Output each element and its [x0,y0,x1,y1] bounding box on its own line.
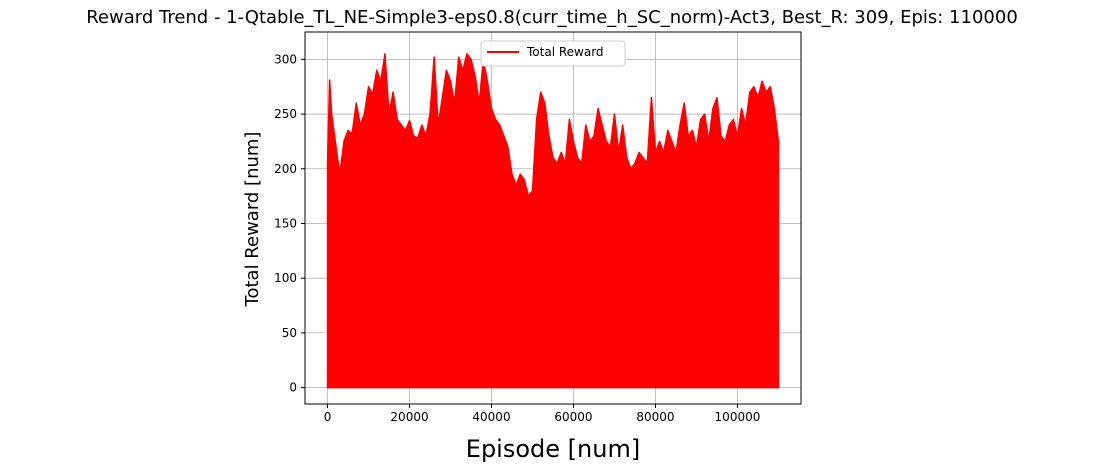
x-tick-label: 20000 [390,410,428,424]
y-tick-label: 300 [274,52,297,66]
x-tick-label: 80000 [636,410,674,424]
y-tick-label: 100 [274,271,297,285]
legend: Total Reward [480,40,626,67]
y-axis-label: Total Reward [num] [242,132,263,308]
legend-label: Total Reward [526,45,604,59]
series-total-reward [326,53,780,389]
x-axis-ticks: 0 20000 40000 60000 80000 100000 [324,404,761,424]
y-tick-label: 200 [274,162,297,176]
y-tick-label: 0 [289,381,297,395]
x-tick-label: 40000 [472,410,510,424]
y-tick-label: 50 [282,326,297,340]
y-tick-label: 250 [274,107,297,121]
y-tick-label: 150 [274,216,297,230]
x-tick-label: 60000 [554,410,592,424]
chart-title: Reward Trend - 1-Qtable_TL_NE-Simple3-ep… [86,7,1018,28]
x-axis-label: Episode [num] [466,435,640,463]
legend-box [480,40,626,67]
x-tick-label: 0 [324,410,332,424]
x-tick-label: 100000 [715,410,761,424]
y-axis-ticks: 0 50 100 150 200 250 300 [274,52,305,395]
plot-frame [304,31,802,405]
